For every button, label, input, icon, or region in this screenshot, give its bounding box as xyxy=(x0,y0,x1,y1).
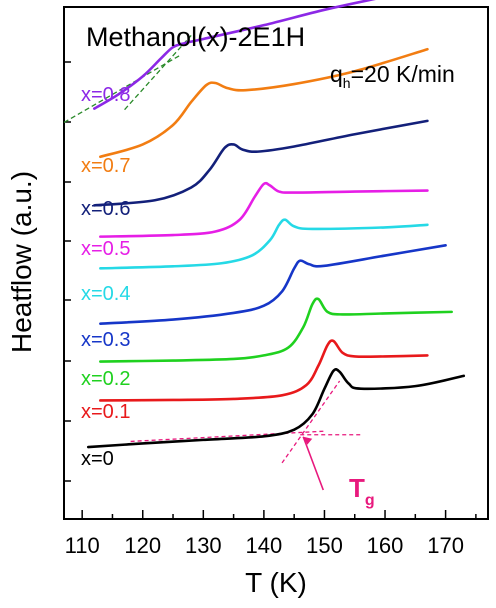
chart-title: Methanol(x)-2E1H xyxy=(86,22,305,52)
series-line-x-0 xyxy=(86,368,466,449)
series-line-x-0_3 xyxy=(99,244,447,325)
series-label: x=0.8 xyxy=(81,84,130,106)
series-label: x=0.6 xyxy=(81,198,130,220)
x-tick-labels: 110 120 130 140 150 160 170 xyxy=(65,533,464,558)
x08-tangent-low xyxy=(63,55,180,124)
series-line-x-0_4 xyxy=(99,218,429,270)
tg-arrow-head xyxy=(303,436,313,445)
tg-construction-lines xyxy=(63,34,361,491)
x-tick-label: 110 xyxy=(65,533,100,558)
tg-slope-extrapolation xyxy=(281,380,341,464)
series-label: x=0.7 xyxy=(81,155,130,177)
x-tick-label: 150 xyxy=(306,533,343,558)
x08-tangent-high xyxy=(124,34,192,111)
series-label: x=0.4 xyxy=(81,283,130,305)
series-label: x=0.1 xyxy=(81,401,130,423)
series-line-x-0_8 xyxy=(92,0,376,110)
x-tick-label: 140 xyxy=(246,533,283,558)
series-label: x=0.5 xyxy=(81,238,130,260)
tg-arrow xyxy=(302,436,324,491)
x-tick-label: 130 xyxy=(185,533,222,558)
heating-rate-annotation: qh=20 K/min xyxy=(330,61,455,91)
axis-ticks xyxy=(64,61,477,519)
x-tick-label: 170 xyxy=(427,533,464,558)
x-tick-label: 120 xyxy=(124,533,161,558)
series-label: x=0 xyxy=(81,448,114,470)
x-axis-label: T (K) xyxy=(245,567,307,598)
series-line-x-0_1 xyxy=(99,339,429,402)
series-label: x=0.2 xyxy=(81,368,130,390)
tg-baseline-extrapolation xyxy=(130,430,325,443)
x-tick-label: 160 xyxy=(367,533,404,558)
y-axis-label: Heatflow (a.u.) xyxy=(6,171,37,353)
curve-labels: x=0 x=0.1 x=0.2 x=0.3 x=0.4 x=0.5 x=0.6 x=0.7 x=… xyxy=(81,84,130,470)
plot-frame xyxy=(63,6,489,520)
series-line-x-0_6 xyxy=(92,119,429,207)
series-line-x-0_2 xyxy=(99,297,453,363)
heatflow-curves xyxy=(86,0,466,449)
series-line-x-0_7 xyxy=(99,47,429,159)
series-line-x-0_5 xyxy=(99,181,429,238)
series-label: x=0.3 xyxy=(81,329,130,351)
tg-label: Tg xyxy=(349,473,375,509)
